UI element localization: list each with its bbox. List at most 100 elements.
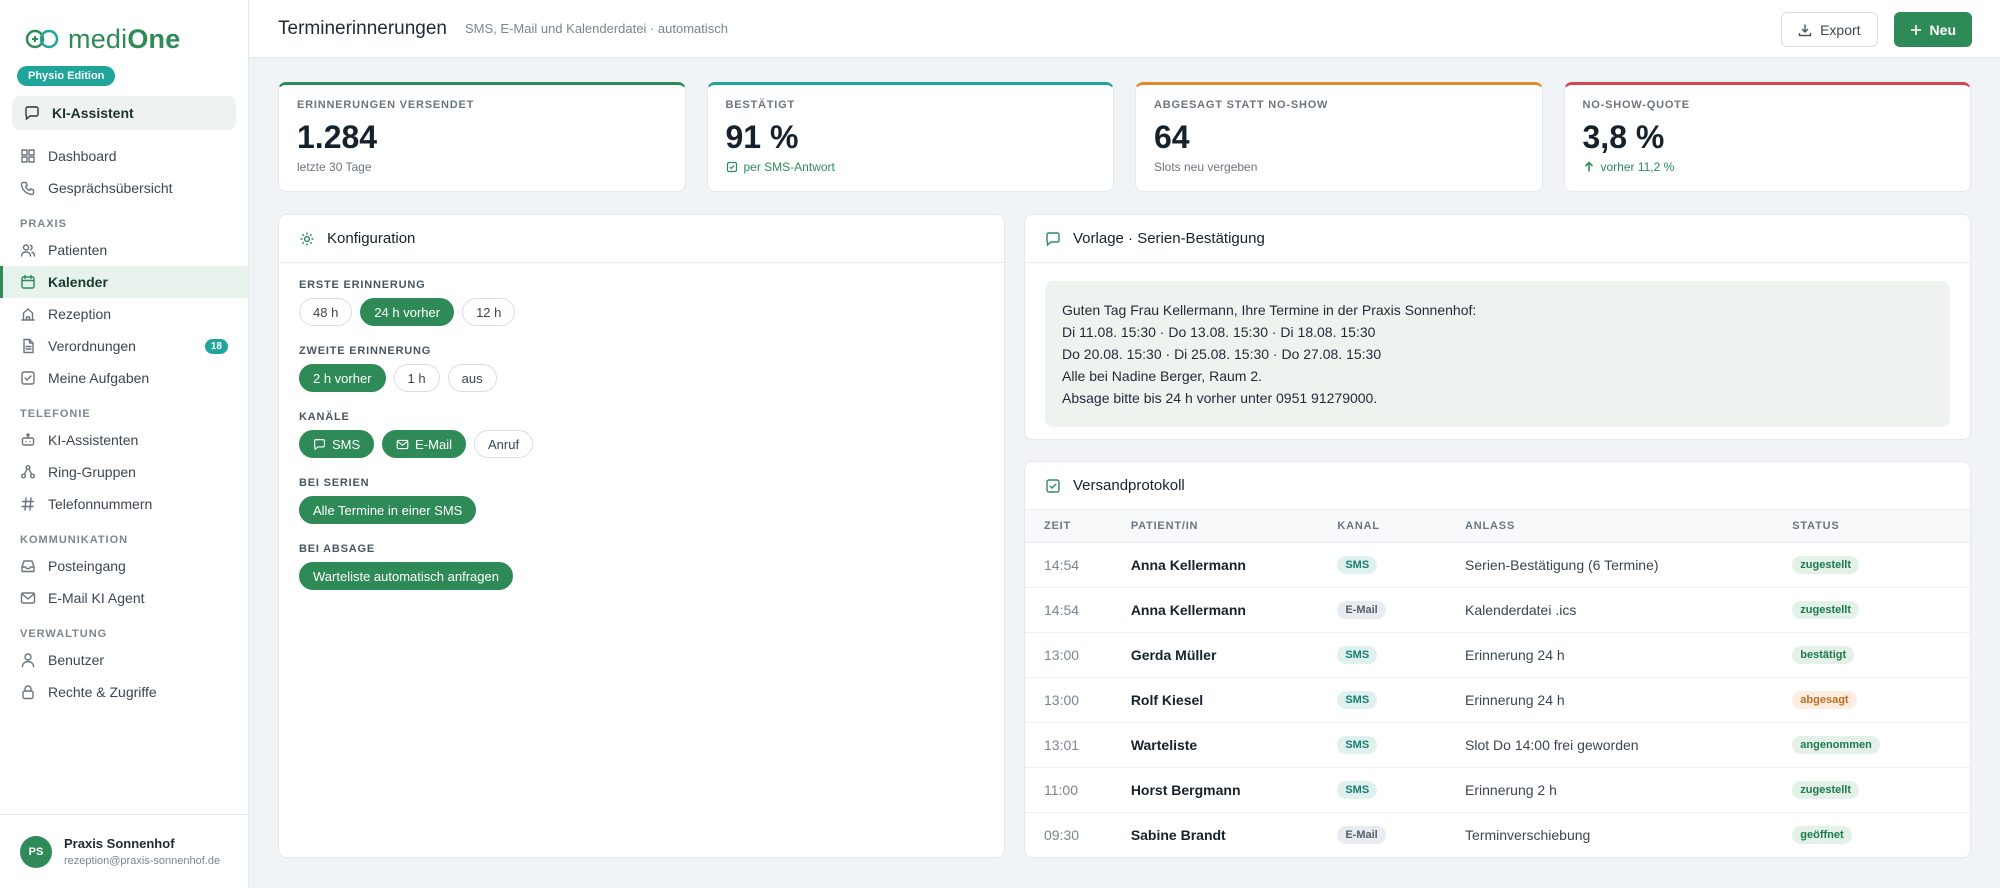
edition-badge: Physio Edition <box>17 66 116 86</box>
reason-cell: Slot Do 14:00 frei geworden <box>1465 722 1793 768</box>
nav-section-title: TELEFONIE <box>20 408 91 420</box>
table-row[interactable]: 11:00 Horst Bergmann SMS Erinnerung 2 h zuge… <box>1025 767 1970 813</box>
option-chip-anruf[interactable]: Anruf <box>474 430 534 458</box>
config-group-label: ERSTE ERINNERUNG <box>299 279 426 291</box>
option-chip-aus[interactable]: aus <box>447 364 497 392</box>
template-line: Di 11.08. 15:30 · Do 13.08. 15:30 · Di 1… <box>1062 324 1376 340</box>
status-badge: bestätigt <box>1792 646 1855 664</box>
channel-badge: SMS <box>1337 736 1378 754</box>
table-row[interactable]: 13:00 Rolf Kiesel SMS Erinnerung 24 h abgesa… <box>1025 677 1970 723</box>
status-badge: abgesagt <box>1792 691 1857 709</box>
page-subtitle: SMS, E-Mail und Kalenderdatei · automati… <box>465 21 729 36</box>
config-card: Konfiguration ERSTE ERINNERUNG 48 h 24 h v… <box>278 214 1005 858</box>
sidebar-item-dashboard[interactable]: Dashboard <box>0 140 248 172</box>
template-line: Alle bei Nadine Berger, Raum 2. <box>1062 368 1262 384</box>
sidebar-item-verordnungen[interactable]: Verordnungen 18 <box>0 330 248 362</box>
reason-cell: Serien-Bestätigung (6 Termine) <box>1465 542 1793 588</box>
sidebar-item-ring-gruppen[interactable]: Ring-Gruppen <box>0 456 248 488</box>
table-header-row: ZEIT PATIENT/IN KANAL ANLASS STATUS <box>1025 510 1970 543</box>
sidebar-item-kalender[interactable]: Kalender <box>0 266 248 298</box>
sidebar-item-label: Verordnungen <box>48 338 136 354</box>
template-title: Vorlage · Serien-Bestätigung <box>1073 230 1265 247</box>
option-chip-sms[interactable]: SMS <box>299 430 375 458</box>
sidebar-item-meine-aufgaben[interactable]: Meine Aufgaben <box>0 362 248 394</box>
reason-cell: Kalenderdatei .ics <box>1465 587 1793 633</box>
count-badge: 18 <box>204 338 228 354</box>
time-cell: 13:00 <box>1025 632 1131 678</box>
export-button[interactable]: Export <box>1781 12 1878 47</box>
channel-cell: SMS <box>1337 542 1466 588</box>
sidebar-item-benutzer[interactable]: Benutzer <box>0 644 248 676</box>
table-row[interactable]: 09:30 Sabine Brandt E-Mail Terminverschiebu… <box>1025 812 1970 857</box>
table-row[interactable]: 14:54 Anna Kellermann SMS Serien-Bestätigun… <box>1025 542 1970 588</box>
stat-label: BESTÄTIGT <box>725 99 796 111</box>
status-cell: zugestellt <box>1792 767 1970 813</box>
stat-value: 91 % <box>725 119 799 155</box>
export-label: Export <box>1820 21 1861 38</box>
channel-cell: SMS <box>1337 632 1466 678</box>
mail-icon <box>20 592 36 604</box>
time-cell: 13:01 <box>1025 722 1131 768</box>
template-line: Absage bitte bis 24 h vorher unter 0951 … <box>1062 390 1378 406</box>
option-chip-2-h-vorher[interactable]: 2 h vorher <box>299 364 386 392</box>
time-cell: 14:54 <box>1025 587 1131 633</box>
option-chip-e-mail[interactable]: E-Mail <box>382 430 467 458</box>
sidebar-item-e-mail-ki-agent[interactable]: E-Mail KI Agent <box>0 582 248 614</box>
stat-note: per SMS-Antwort <box>726 160 1096 174</box>
sidebar-item-label: Posteingang <box>48 558 126 574</box>
reason-cell: Erinnerung 24 h <box>1465 677 1793 723</box>
reason-cell: Erinnerung 24 h <box>1465 632 1793 678</box>
status-cell: geöffnet <box>1792 812 1970 857</box>
column-header: STATUS <box>1792 510 1970 543</box>
arrow-up-icon <box>1584 161 1593 172</box>
channel-badge: SMS <box>1337 646 1378 664</box>
new-button[interactable]: Neu <box>1893 12 1972 47</box>
sidebar-item-rechte-zugriffe[interactable]: Rechte & Zugriffe <box>0 676 248 708</box>
table-row[interactable]: 14:54 Anna Kellermann E-Mail Kalenderdatei … <box>1025 587 1970 633</box>
stat-note: letzte 30 Tage <box>297 160 372 174</box>
checkbox-icon <box>1046 478 1060 493</box>
sidebar-item-rezeption[interactable]: Rezeption <box>0 298 248 330</box>
account-email: rezeption@praxis-sonnenhof.de <box>64 855 221 867</box>
sidebar-item-patienten[interactable]: Patienten <box>0 234 248 266</box>
sidebar-item-gesprächsübersicht[interactable]: Gesprächsübersicht <box>0 172 248 204</box>
option-chip-alle-termine-in-einer-sms[interactable]: Alle Termine in einer SMS <box>299 496 477 524</box>
template-card: Vorlage · Serien-Bestätigung Guten Tag F… <box>1024 214 1971 440</box>
stat-card: BESTÄTIGT 91 % per SMS-Antwort <box>706 82 1114 192</box>
sidebar-item-ki-assistenten[interactable]: KI-Assistenten <box>0 424 248 456</box>
time-cell: 13:00 <box>1025 677 1131 723</box>
sidebar-item-telefonnummern[interactable]: Telefonnummern <box>0 488 248 520</box>
status-badge: geöffnet <box>1792 826 1852 845</box>
option-chip-24-h-vorher[interactable]: 24 h vorher <box>360 298 455 326</box>
checkbox-icon <box>21 371 35 385</box>
time-cell: 11:00 <box>1025 767 1131 813</box>
sidebar: mediOne Physio Edition KI-Assistent Dash… <box>0 0 249 888</box>
config-options: 2 h vorher 1 h aus <box>299 364 984 392</box>
account-footer[interactable]: PS Praxis Sonnenhof rezeption@praxis-son… <box>0 814 248 888</box>
sidebar-item-posteingang[interactable]: Posteingang <box>0 550 248 582</box>
nav-section-title: VERWALTUNG <box>20 628 108 640</box>
option-chip-48-h[interactable]: 48 h <box>299 298 353 326</box>
template-line: Do 20.08. 15:30 · Di 25.08. 15:30 · Do 2… <box>1062 346 1382 362</box>
sidebar-item-label: E-Mail KI Agent <box>48 590 145 606</box>
page-title: Terminerinnerungen <box>278 17 447 39</box>
channel-badge: SMS <box>1337 691 1378 709</box>
table-row[interactable]: 13:00 Gerda Müller SMS Erinnerung 24 h bestä… <box>1025 632 1970 678</box>
option-chip-12-h[interactable]: 12 h <box>462 298 516 326</box>
channel-cell: SMS <box>1337 722 1466 768</box>
stat-label: ERINNERUNGEN VERSENDET <box>297 99 475 111</box>
stat-card: ERINNERUNGEN VERSENDET 1.284 letzte 30 Tag… <box>278 82 686 192</box>
logo[interactable]: mediOne <box>0 0 248 58</box>
sidebar-item-label: KI-Assistenten <box>48 432 139 448</box>
reason-cell: Erinnerung 2 h <box>1465 767 1793 813</box>
reason-cell: Terminverschiebung <box>1465 826 1591 843</box>
ai-assistant-button[interactable]: KI-Assistent <box>12 96 236 130</box>
stat-value: 64 <box>1154 119 1190 155</box>
sidebar-item-label: Rechte & Zugriffe <box>48 684 157 700</box>
template-preview: Guten Tag Frau Kellermann, Ihre Termine … <box>1045 281 1950 427</box>
option-chip-1-h[interactable]: 1 h <box>393 364 440 392</box>
patient-cell: Anna Kellermann <box>1130 587 1338 633</box>
config-options: Alle Termine in einer SMS <box>299 496 984 524</box>
table-row[interactable]: 13:01 Warteliste SMS Slot Do 14:00 frei gew… <box>1025 722 1970 768</box>
option-chip-warteliste-automatisch-anfragen[interactable]: Warteliste automatisch anfragen <box>299 562 513 590</box>
